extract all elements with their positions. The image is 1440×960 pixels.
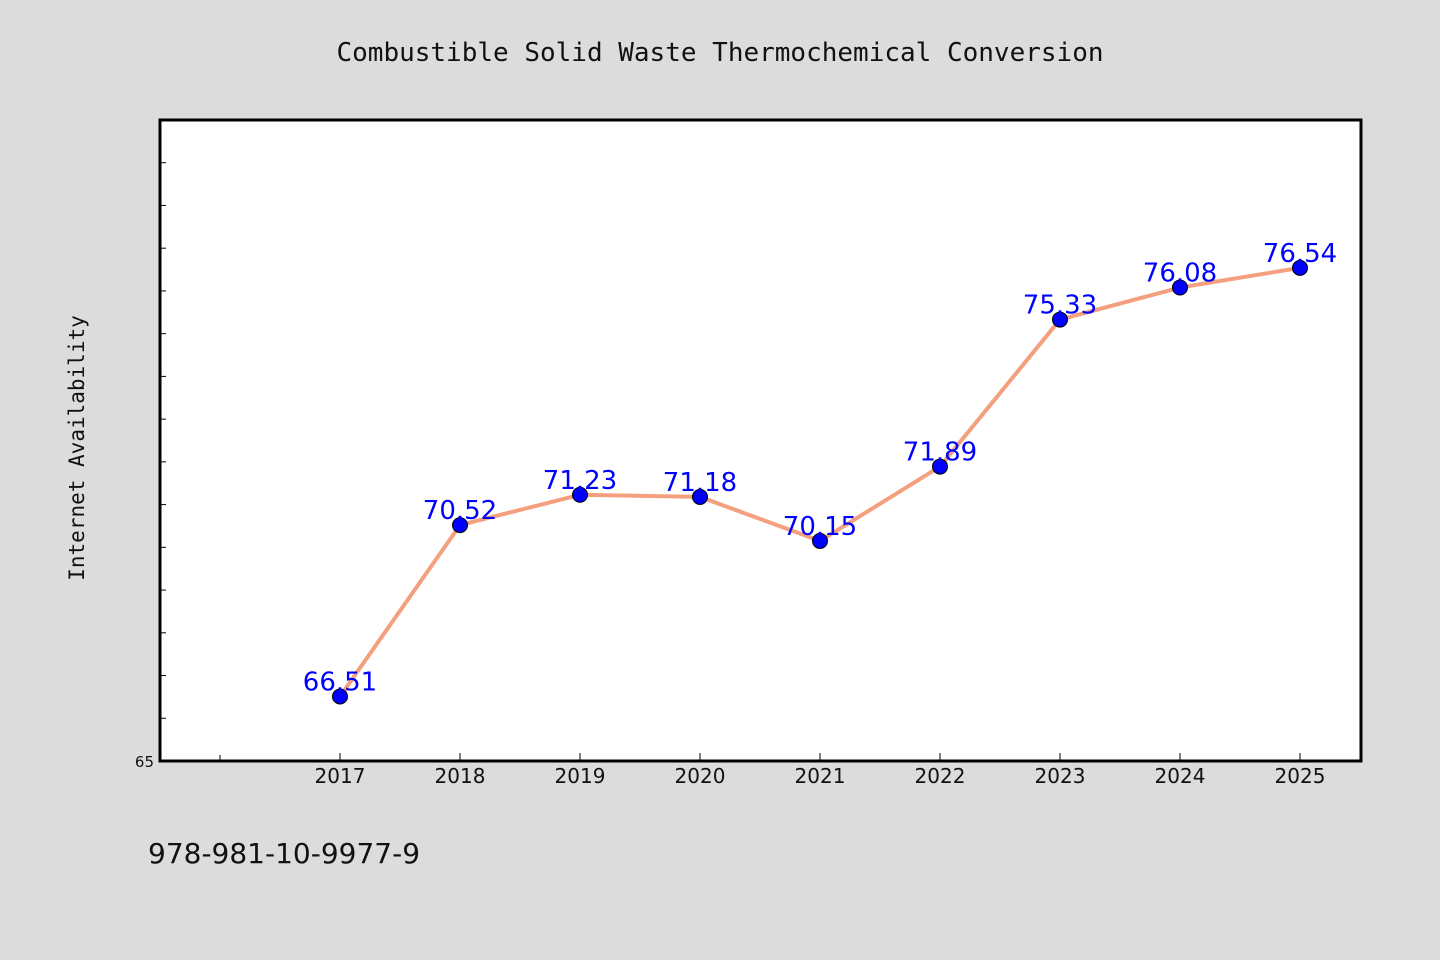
- data-label: 75.33: [1023, 291, 1097, 321]
- x-tick-label: 2022: [915, 764, 966, 788]
- data-point: [572, 486, 588, 503]
- x-tick-label: 2025: [1275, 764, 1326, 788]
- data-label: 76.54: [1263, 239, 1337, 269]
- x-tick-label: 2023: [1035, 764, 1086, 788]
- x-tick-label: 2020: [675, 764, 726, 788]
- y-axis-label: Internet Availability: [65, 315, 89, 581]
- chart-title: Combustible Solid Waste Thermochemical C…: [336, 38, 1103, 68]
- data-point: [1172, 279, 1188, 296]
- data-label: 71.23: [543, 466, 617, 496]
- y-tick-label: 65: [135, 753, 154, 771]
- data-point: [332, 688, 348, 705]
- data-point: [452, 517, 468, 534]
- x-tick-label: 2019: [555, 764, 606, 788]
- data-label: 76.08: [1143, 259, 1217, 289]
- data-point: [932, 458, 948, 475]
- data-label: 66.51: [303, 667, 377, 697]
- series-marker-layer: [332, 259, 1308, 705]
- axis-ticks: 65 2017 2018 2019 2020 2021 2022 2023 2024 2025: [135, 119, 1326, 788]
- x-tick-label: 2021: [795, 764, 846, 788]
- data-point: [1052, 311, 1068, 328]
- x-tick-label: 2017: [315, 764, 366, 788]
- data-label: 71.89: [903, 438, 977, 468]
- data-point: [1292, 259, 1308, 276]
- x-tick-label: 2018: [435, 764, 486, 788]
- data-point: [812, 532, 828, 549]
- data-label: 70.52: [423, 496, 497, 526]
- isbn-text: 978-981-10-9977-9: [148, 837, 420, 870]
- x-tick-label: 2024: [1155, 764, 1206, 788]
- data-label: 71.18: [663, 468, 737, 498]
- data-point: [692, 488, 708, 505]
- data-label: 70.15: [783, 512, 857, 542]
- plot-area: [158, 118, 1363, 763]
- data-label-layer: 66.51 70.52 71.23 71.18 70.15 71.89 75.33 76.08…: [303, 239, 1337, 698]
